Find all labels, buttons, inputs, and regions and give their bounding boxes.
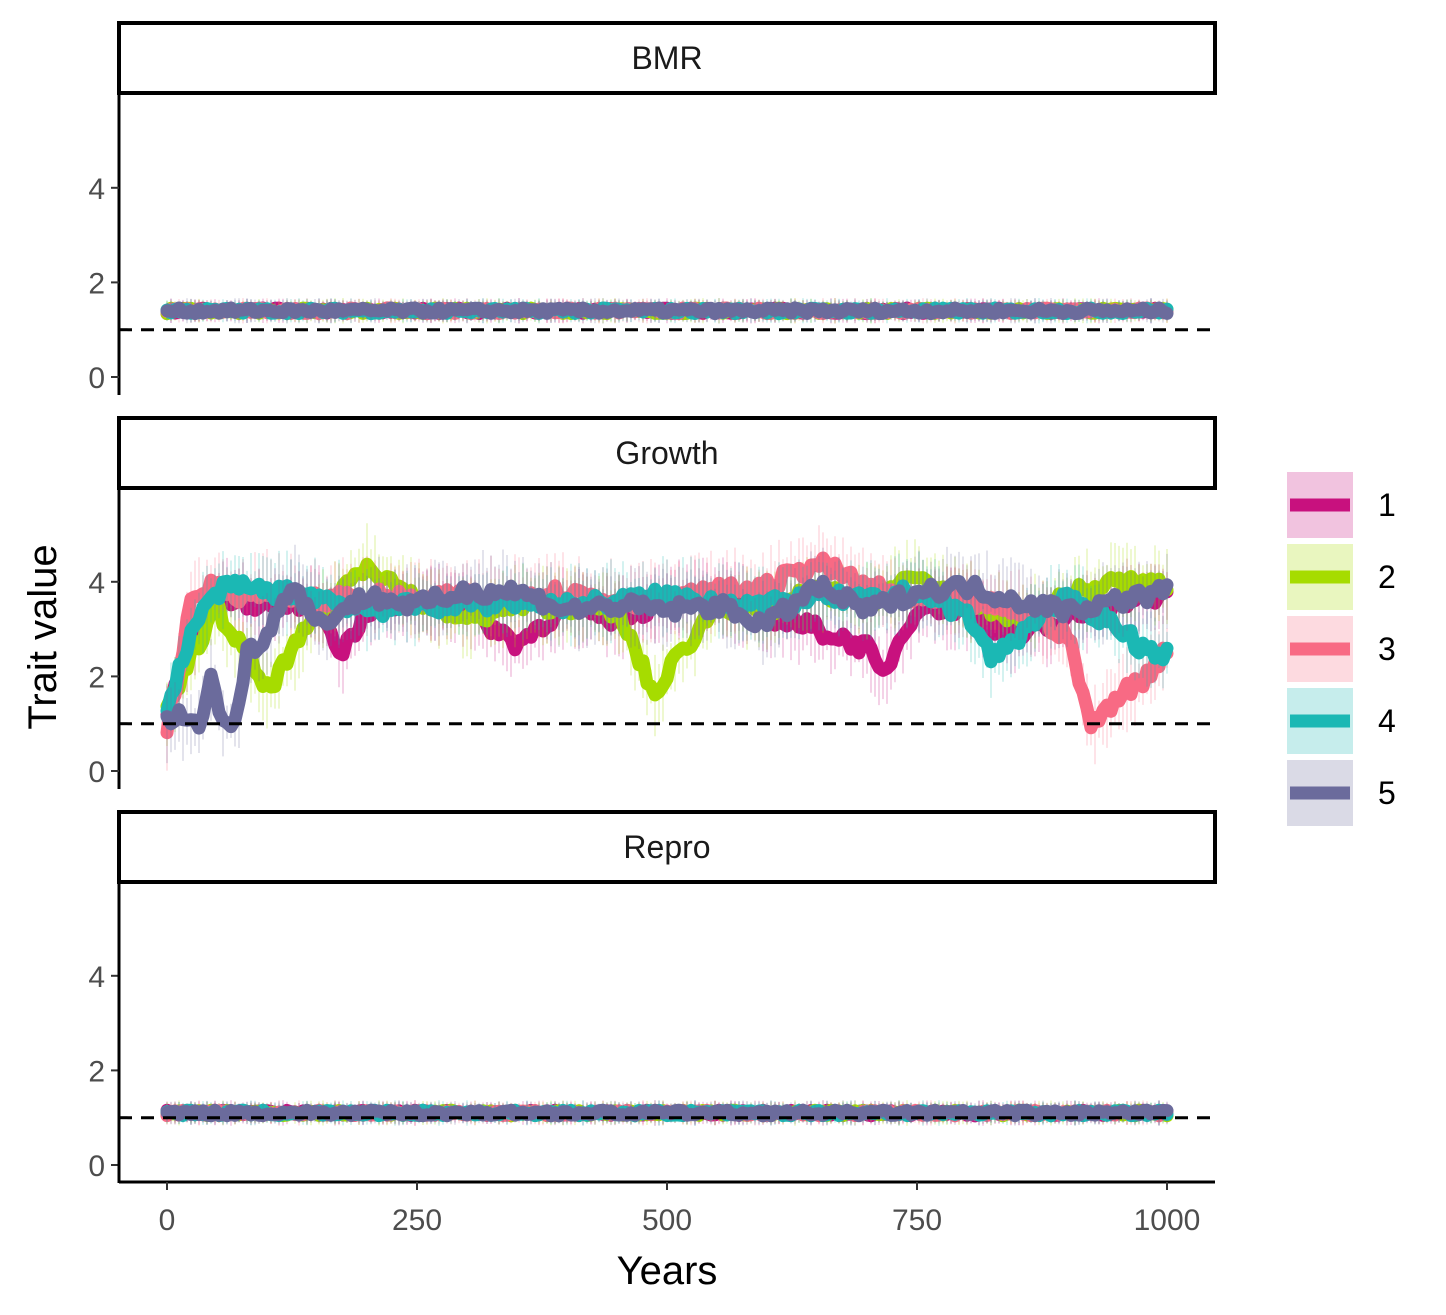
series-5-line <box>160 574 1174 735</box>
x-tick-label: 250 <box>392 1204 442 1237</box>
panels-layer: BMR 0 2 4 Growth 0 2 4 Repro 0 2 4 <box>88 21 1217 1183</box>
legend-label: 1 <box>1378 487 1396 523</box>
series-group <box>160 1100 1174 1126</box>
y-tick-label: 2 <box>88 661 105 694</box>
series-4-line <box>160 573 1174 718</box>
y-tick-label: 4 <box>88 567 105 600</box>
legend-label: 5 <box>1378 775 1396 811</box>
x-tick-label: 750 <box>892 1204 942 1237</box>
x-tick-label: 0 <box>159 1204 176 1237</box>
legend: 1 2 3 4 5 <box>1287 472 1396 826</box>
legend-label: 3 <box>1378 631 1396 667</box>
x-tick-label: 1000 <box>1134 1204 1201 1237</box>
strip-label: BMR <box>631 40 702 76</box>
series-5 <box>160 298 1174 324</box>
legend-entry-5: 5 <box>1287 760 1396 826</box>
y-tick-label: 4 <box>88 173 105 206</box>
panel-repro: Repro 0 2 4 <box>88 810 1217 1183</box>
y-tick-label: 0 <box>88 362 105 395</box>
panel-bmr: BMR 0 2 4 <box>88 21 1217 395</box>
y-tick-label: 0 <box>88 756 105 789</box>
y-axis-title: Trait value <box>21 544 65 729</box>
strip-box <box>117 21 1217 95</box>
legend-entry-2: 2 <box>1287 544 1396 610</box>
legend-label: 2 <box>1378 559 1396 595</box>
series-group <box>160 523 1174 771</box>
x-tick-label: 500 <box>642 1204 692 1237</box>
y-tick-label: 4 <box>88 961 105 994</box>
strip-box <box>117 416 1217 490</box>
strip-label: Growth <box>615 435 718 471</box>
legend-entry-4: 4 <box>1287 688 1396 754</box>
legend-entry-3: 3 <box>1287 616 1396 682</box>
y-tick-label: 0 <box>88 1150 105 1183</box>
strip-label: Repro <box>623 829 710 865</box>
series-5 <box>160 1100 1174 1126</box>
series-5-line <box>160 1103 1174 1123</box>
legend-label: 4 <box>1378 703 1396 739</box>
x-axis-title: Years <box>617 1249 718 1293</box>
x-axis: 0 250 500 750 1000 <box>117 911 1215 1237</box>
legend-entry-1: 1 <box>1287 472 1396 538</box>
y-tick-label: 2 <box>88 267 105 300</box>
series-5-line <box>160 301 1174 321</box>
strip-box <box>117 810 1217 884</box>
y-tick-label: 2 <box>88 1055 105 1088</box>
panel-growth: Growth 0 2 4 <box>88 416 1217 789</box>
series-group <box>160 298 1174 324</box>
